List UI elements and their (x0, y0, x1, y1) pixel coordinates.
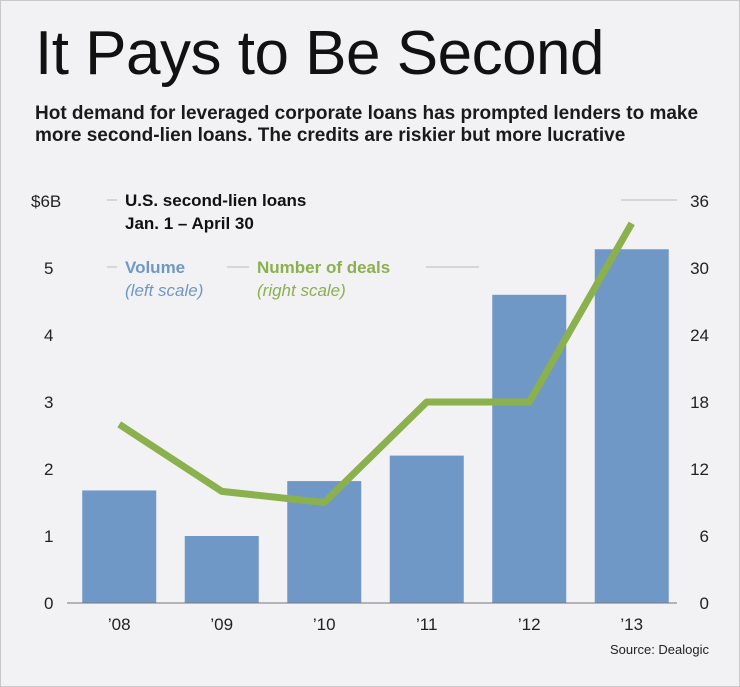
legend-volume-note: (left scale) (125, 281, 203, 300)
source-note: Source: Dealogic (610, 642, 709, 657)
volume-bar (594, 249, 669, 604)
x-tick-label: ’08 (108, 615, 131, 634)
legend-deals-label: Number of deals (257, 258, 390, 277)
x-tick-label: ’09 (210, 615, 233, 634)
chart-heading-line2: Jan. 1 – April 30 (125, 214, 254, 233)
chart-heading-line1: U.S. second-lien loans (125, 191, 306, 210)
right-tick-label: 12 (690, 460, 709, 479)
right-tick-label: 18 (690, 393, 709, 412)
left-tick-label: 5 (44, 259, 53, 278)
legend-volume-label: Volume (125, 258, 185, 277)
x-tick-label: ’11 (416, 615, 437, 634)
x-tick-label: ’12 (518, 615, 541, 634)
left-tick-label: 3 (44, 393, 53, 412)
right-tick-label: 24 (690, 326, 709, 345)
left-tick-label: 0 (44, 594, 53, 613)
left-tick-label: 1 (44, 527, 53, 546)
deals-line (117, 221, 635, 506)
page-title: It Pays to Be Second (35, 19, 605, 88)
x-tick-label: ’13 (620, 615, 643, 634)
volume-bar (492, 294, 567, 603)
volume-bar (82, 490, 157, 603)
right-tick-label: 0 (700, 594, 709, 613)
right-tick-label: 6 (700, 527, 709, 546)
left-tick-label: 4 (44, 326, 53, 345)
left-tick-label: 2 (44, 460, 53, 479)
x-tick-label: ’10 (313, 615, 336, 634)
legend-deals-note: (right scale) (257, 281, 346, 300)
chart-subtitle: Hot demand for leveraged corporate loans… (35, 103, 699, 146)
left-tick-label: $6B (31, 192, 61, 211)
right-tick-label: 36 (690, 192, 709, 211)
volume-bar (184, 536, 259, 603)
volume-bar (389, 455, 464, 603)
right-tick-label: 30 (690, 259, 709, 278)
